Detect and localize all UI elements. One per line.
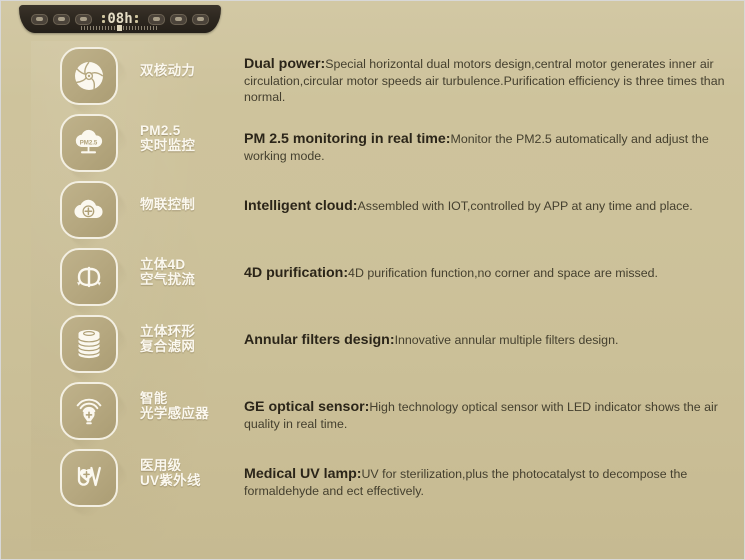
power-button[interactable]: [31, 13, 49, 25]
display-value: 08h: [107, 11, 133, 27]
feature-cn-label: 物联控制: [140, 181, 234, 212]
uv-icon: [174, 17, 182, 21]
feature-cn-label: 智能 光学感应器: [140, 382, 234, 421]
cn-line: 医用级: [140, 458, 182, 473]
feature-icon-wrap: [60, 382, 126, 448]
uv-lamp-icon: [60, 449, 118, 507]
feature-heading: Annular filters design:: [244, 332, 395, 348]
feature-description: PM 2.5 monitoring in real time:Monitor t…: [244, 114, 736, 164]
airflow-4d-icon: [60, 248, 118, 306]
display-scale-bar: [81, 25, 159, 31]
feature-cn-label: 双核动力: [140, 47, 234, 78]
fan-button[interactable]: [147, 13, 165, 25]
uv-button[interactable]: [169, 13, 187, 25]
cn-line: 复合滤网: [140, 339, 196, 354]
feature-icon-wrap: [60, 248, 126, 314]
feature-body: Assembled with IOT,controlled by APP at …: [357, 199, 693, 213]
cloud-plus-icon: [60, 181, 118, 239]
mode-button[interactable]: [53, 13, 71, 25]
feature-row: 物联控制 Intelligent cloud:Assembled with IO…: [1, 181, 744, 248]
feature-cn-label: 立体环形 复合滤网: [140, 315, 234, 354]
optical-sensor-icon: [60, 382, 118, 440]
feature-description: Annular filters design:Innovative annula…: [244, 315, 736, 349]
feature-row: 立体环形 复合滤网 Annular filters design:Innovat…: [1, 315, 744, 382]
feature-body: UV for sterilization,plus the photocatal…: [244, 467, 688, 498]
feature-description: 4D purification:4D purification function…: [244, 248, 736, 282]
feature-icon-wrap: [60, 315, 126, 381]
cn-line: 空气扰流: [140, 272, 196, 287]
feature-list: 双核动力 Dual power:Special horizontal dual …: [1, 47, 744, 516]
feature-heading: Dual power:: [244, 56, 326, 72]
feature-row: 智能 光学感应器 GE optical sensor:High technolo…: [1, 382, 744, 449]
lock-icon: [196, 17, 204, 21]
feature-icon-wrap: PM2.5: [60, 114, 126, 180]
feature-row: PM2.5 PM2.5 实时监控 PM 2.5 monitoring in re…: [1, 114, 744, 181]
feature-heading: PM 2.5 monitoring in real time:: [244, 131, 451, 147]
dual-fan-icon: [60, 47, 118, 105]
feature-cn-label: PM2.5 实时监控: [140, 114, 234, 153]
svg-text:PM2.5: PM2.5: [80, 139, 98, 146]
feature-heading: Medical UV lamp:: [244, 466, 362, 482]
feature-heading: 4D purification:: [244, 265, 349, 281]
feature-cn-label: 医用级 UV紫外线: [140, 449, 234, 488]
timer-button[interactable]: [75, 13, 93, 25]
feature-cn-label: 立体4D 空气扰流: [140, 248, 234, 287]
stacked-filter-icon: [60, 315, 118, 373]
feature-icon-wrap: [60, 47, 126, 113]
feature-description: Intelligent cloud:Assembled with IOT,con…: [244, 181, 736, 215]
cn-line: 实时监控: [140, 138, 196, 153]
feature-row: 双核动力 Dual power:Special horizontal dual …: [1, 47, 744, 114]
feature-body: Innovative annular multiple filters desi…: [394, 333, 619, 347]
feature-heading: GE optical sensor:: [244, 399, 370, 415]
feature-description: GE optical sensor:High technology optica…: [244, 382, 736, 432]
device-control-panel[interactable]: 08h: [19, 5, 221, 33]
cn-line: 智能: [140, 391, 168, 406]
feature-description: Medical UV lamp:UV for sterilization,plu…: [244, 449, 736, 499]
feature-description: Dual power:Special horizontal dual motor…: [244, 47, 736, 106]
feature-icon-wrap: [60, 181, 126, 247]
feature-body: 4D purification function,no corner and s…: [348, 266, 658, 280]
cn-line: 立体4D: [140, 257, 186, 272]
cn-line: 光学感应器: [140, 406, 209, 421]
fan-icon: [152, 17, 160, 21]
feature-body: Special horizontal dual motors design,ce…: [244, 57, 725, 104]
cn-line: 物联控制: [140, 197, 196, 212]
display-dots-left: [102, 15, 106, 23]
cn-line: UV紫外线: [140, 473, 201, 488]
cn-line: PM2.5: [140, 123, 181, 138]
power-icon: [36, 17, 44, 21]
cn-line: 双核动力: [140, 63, 196, 78]
feature-body: High technology optical sensor with LED …: [244, 400, 718, 431]
pm25-cloud-icon: PM2.5: [60, 114, 118, 172]
lock-button[interactable]: [191, 13, 209, 25]
feature-row: 医用级 UV紫外线 Medical UV lamp:UV for sterili…: [1, 449, 744, 516]
mode-icon: [58, 17, 66, 21]
timer-icon: [80, 17, 88, 21]
feature-heading: Intelligent cloud:: [244, 198, 358, 214]
timer-display: 08h: [102, 11, 138, 27]
feature-icon-wrap: [60, 449, 126, 515]
display-dots-right: [134, 15, 138, 23]
cn-line: 立体环形: [140, 324, 196, 339]
feature-body: Monitor the PM2.5 automatically and adju…: [244, 132, 709, 163]
feature-row: 立体4D 空气扰流 4D purification:4D purificatio…: [1, 248, 744, 315]
